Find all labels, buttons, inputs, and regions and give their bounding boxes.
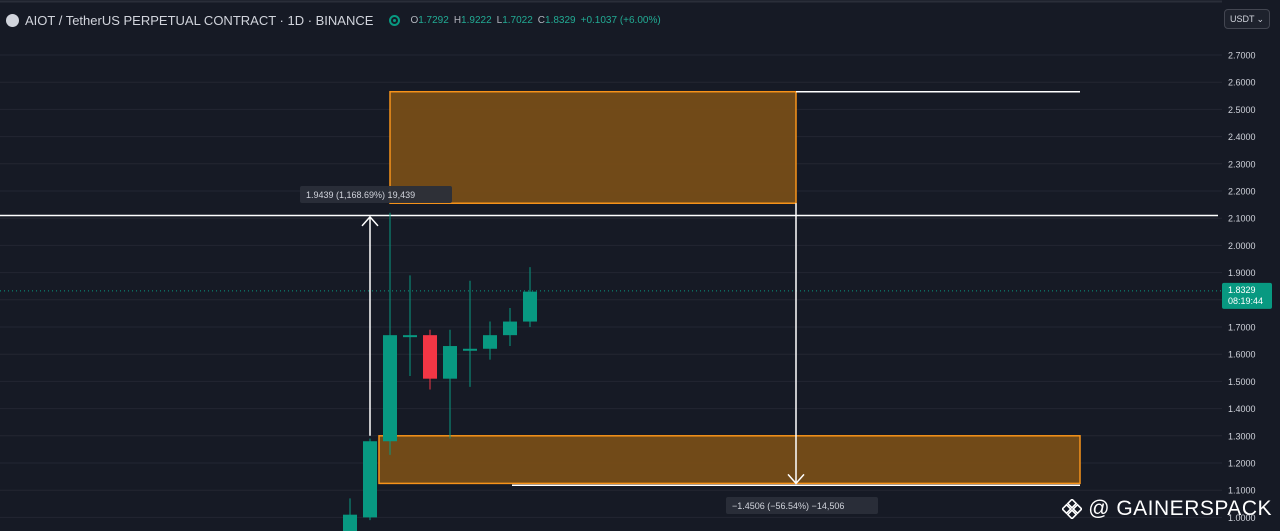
last-price-value: 1.8329 (1228, 285, 1256, 295)
price-axis (1222, 0, 1280, 531)
symbol-logo-icon (6, 13, 19, 27)
ohlc-open: O1.7292 (410, 14, 449, 26)
price-tick-label: 2.6000 (1228, 78, 1256, 88)
price-tick-label: 1.1000 (1228, 486, 1256, 496)
candle-body (383, 335, 397, 442)
price-tick-label: 1.0000 (1228, 513, 1256, 523)
price-tick-label: 2.1000 (1228, 214, 1256, 224)
price-tick-label: 1.3000 (1228, 431, 1256, 441)
market-status-icon[interactable] (389, 14, 401, 26)
last-price-badge (1222, 282, 1272, 309)
currency-select[interactable]: USDT ⌄ (1224, 9, 1270, 29)
ohlc-change: +0.1037 (+6.00%) (580, 14, 661, 26)
price-tick-label: 2.2000 (1228, 187, 1256, 197)
price-tick-label: 1.2000 (1228, 459, 1256, 469)
candle-body (423, 335, 437, 379)
measure-down-arrowhead (787, 473, 805, 485)
watermark-text: @ GAINERSPACK (1088, 497, 1272, 520)
price-zone (378, 435, 1081, 485)
measure-up-arrowhead (361, 215, 379, 227)
price-tick-label: 2.4000 (1228, 132, 1256, 142)
price-tick-label: 1.5000 (1228, 377, 1256, 387)
ohlc-low: L1.7022 (496, 14, 533, 26)
price-tick-label: 2.0000 (1228, 241, 1256, 251)
measure-label-up: 1.9439 (1,168.69%) 19,439 (300, 186, 452, 203)
price-tick-label: 2.5000 (1228, 105, 1256, 115)
symbol-title[interactable]: AIOT / TetherUS PERPETUAL CONTRACT · 1D … (25, 12, 374, 28)
candle-body (503, 321, 517, 336)
svg-text:−1.4506 (−56.54%) −14,506: −1.4506 (−56.54%) −14,506 (732, 501, 844, 511)
watermark: @ GAINERSPACK (1062, 497, 1272, 521)
chevron-down-icon: ⌄ (1256, 13, 1264, 24)
price-tick-label: 1.6000 (1228, 350, 1256, 360)
price-tick-label: 2.3000 (1228, 159, 1256, 169)
price-zone (389, 90, 797, 204)
measure-label-down: −1.4506 (−56.54%) −14,506 (726, 497, 878, 514)
candle-body (363, 441, 377, 518)
candle-body (463, 348, 477, 351)
candle-body (343, 514, 357, 531)
ohlc-legend: O1.7292 H1.9222 L1.7022 C1.8329 +0.1037 … (410, 15, 660, 26)
candle-body (483, 335, 497, 349)
ohlc-close: C1.8329 (537, 14, 576, 26)
bar-countdown: 08:19:44 (1228, 296, 1263, 306)
ohlc-high: H1.9222 (453, 14, 492, 26)
candle-body (403, 335, 417, 338)
price-tick-label: 1.4000 (1228, 404, 1256, 414)
svg-text:1.9439 (1,168.69%) 19,439: 1.9439 (1,168.69%) 19,439 (306, 190, 415, 200)
price-tick-label: 1.9000 (1228, 268, 1256, 278)
candle-body (443, 346, 457, 379)
chart-header: AIOT / TetherUS PERPETUAL CONTRACT · 1D … (6, 10, 661, 30)
candle-body (523, 291, 537, 322)
currency-label: USDT (1230, 14, 1255, 24)
binance-logo-icon (1062, 499, 1083, 519)
price-tick-label: 1.7000 (1228, 323, 1256, 333)
price-tick-label: 2.7000 (1228, 51, 1256, 61)
